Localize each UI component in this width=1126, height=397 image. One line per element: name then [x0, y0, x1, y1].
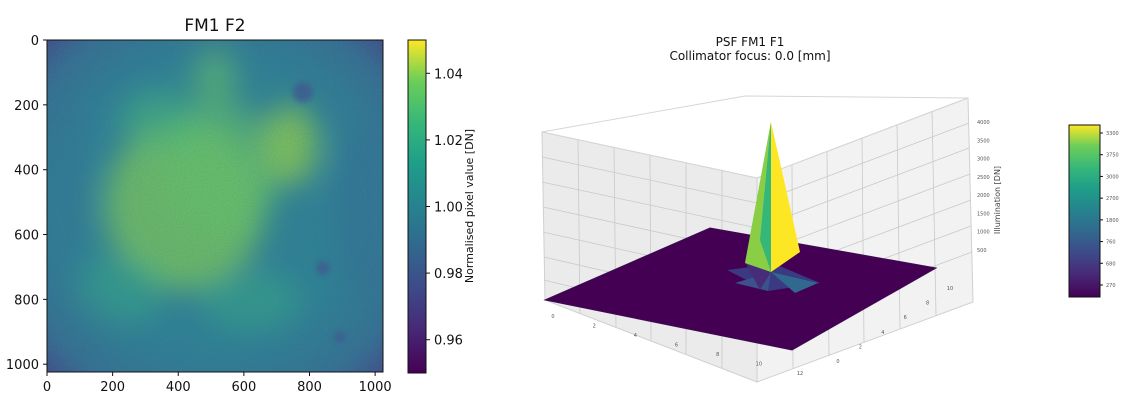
surface-colorbar-ticks: 270 680 760 1800 2700 3000 3750 3300: [1100, 131, 1119, 289]
surface-z-tick-label: 2000: [977, 193, 990, 199]
surface-y-axis: 0 2 4 6 8 10: [836, 286, 953, 365]
surface-y-tick-label: 2: [859, 344, 862, 350]
heatmap-colorbar: [408, 40, 426, 373]
heatmap-colorbar-tick-label: 1.02: [434, 134, 463, 149]
heatmap-x-tick-label: 0: [43, 380, 51, 395]
surface-colorbar-tick-label: 270: [1106, 283, 1116, 289]
heatmap-x-tick-label: 600: [231, 380, 256, 395]
surface-y-tick-label: 8: [926, 301, 929, 307]
surface-colorbar-tick-label: 680: [1106, 261, 1116, 267]
heatmap-colorbar-label: Normalised pixel value [DN]: [463, 129, 476, 283]
surface-floor: [543, 227, 938, 351]
surface-z-tick-label: 500: [977, 248, 987, 254]
surface-y-tick-label: 0: [836, 359, 839, 365]
surface-colorbar-tick-label: 760: [1106, 240, 1116, 246]
surface-x-tick-label: 12: [797, 371, 803, 377]
surface-z-axis: 500 1000 1500 2000 2500 3000 3500 4000: [977, 120, 990, 254]
heatmap-y-tick-label: 800: [14, 293, 39, 308]
heatmap-colorbar-tick-label: 0.98: [434, 267, 463, 282]
surface-subtitle: Collimator focus: 0.0 [mm]: [669, 49, 830, 63]
surface-y-tick-label: 4: [881, 330, 884, 336]
heatmap-x-tick-label: 800: [297, 380, 322, 395]
surface-x-tick-label: 0: [551, 314, 554, 320]
surface-x-tick-label: 4: [634, 333, 637, 339]
surface-colorbar: [1069, 125, 1100, 297]
surface-colorbar-tick-label: 2700: [1106, 196, 1119, 202]
heatmap-colorbar-tick-label: 1.00: [434, 201, 463, 216]
heatmap-y-axis: 0 200 400 600 800 1000: [6, 34, 47, 373]
heatmap-colorbar-tick-label: 0.96: [434, 334, 463, 349]
surface-colorbar-tick-label: 1800: [1106, 218, 1119, 224]
heatmap-image: [47, 40, 383, 372]
heatmap-x-tick-label: 200: [100, 380, 125, 395]
heatmap-y-tick-label: 0: [31, 34, 39, 49]
surface-z-tick-label: 1500: [977, 211, 990, 217]
heatmap-y-tick-label: 200: [14, 99, 39, 114]
surface-colorbar-tick-label: 3300: [1106, 131, 1119, 137]
heatmap-y-tick-label: 1000: [6, 358, 39, 373]
surface-z-tick-label: 2500: [977, 175, 990, 181]
surface-colorbar-tick-label: 3750: [1106, 153, 1119, 159]
heatmap-colorbar-tick-label: 1.04: [434, 67, 463, 82]
surface-z-tick-label: 4000: [977, 120, 990, 126]
surface-x-axis: 0 2 4 6 8 10 12: [551, 314, 803, 377]
heatmap-x-axis: 0 200 400 600 800 1000: [43, 372, 392, 395]
heatmap-colorbar-ticks: 0.96 0.98 1.00 1.02 1.04: [426, 67, 463, 349]
surface-z-tick-label: 1000: [977, 230, 990, 236]
surface-peak-right: [771, 122, 800, 272]
surface-y-tick-label: 10: [947, 286, 953, 292]
surface-y-tick-label: 6: [904, 315, 907, 321]
surface-z-tick-label: 3500: [977, 138, 990, 144]
heatmap-frame: [46, 39, 384, 373]
surface-z-label: Illumination [DN]: [993, 166, 1002, 234]
heatmap-panel: FM1 F2 0 200 400 600 800 10: [6, 16, 476, 395]
heatmap-x-tick-label: 1000: [359, 380, 392, 395]
surface-x-tick-label: 2: [593, 324, 596, 330]
surface-x-tick-label: 10: [756, 362, 762, 368]
surface-x-tick-label: 8: [716, 352, 719, 358]
surface-z-tick-label: 3000: [977, 157, 990, 163]
surface-x-tick-label: 6: [675, 343, 678, 349]
heatmap-x-tick-label: 400: [166, 380, 191, 395]
surface-colorbar-tick-label: 3000: [1106, 174, 1119, 180]
heatmap-title: FM1 F2: [184, 16, 245, 36]
heatmap-y-tick-label: 600: [14, 229, 39, 244]
surface-title: PSF FM1 F1: [716, 35, 785, 49]
heatmap-y-tick-label: 400: [14, 164, 39, 179]
surface-panel: PSF FM1 F1 Collimator focus: 0.0 [mm]: [541, 35, 1119, 383]
